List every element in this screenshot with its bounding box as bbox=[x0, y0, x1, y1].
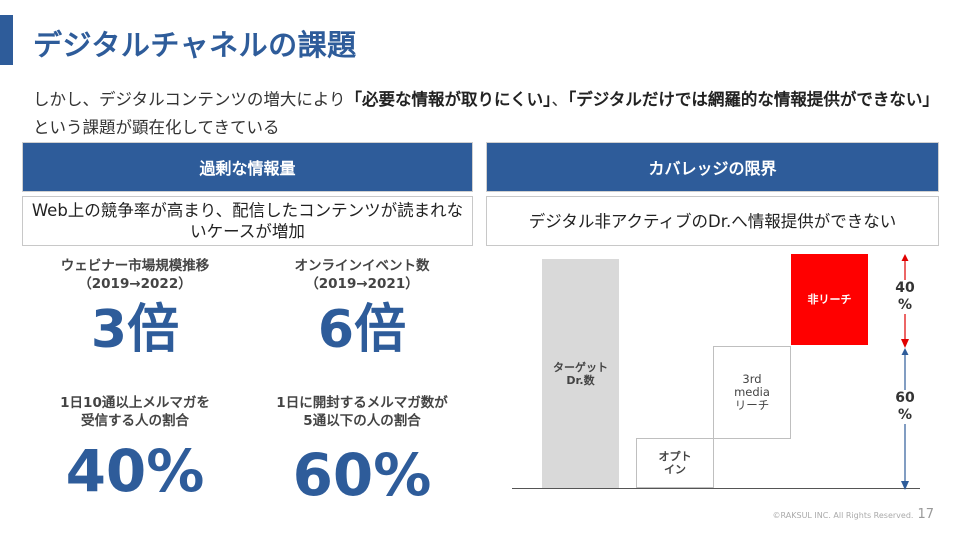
stat-label: （2019→2022） bbox=[78, 276, 192, 292]
coverage-waterfall-chart: ターゲット Dr.数 オプト イン 3rd media リーチ 非リーチ 40% 60% bbox=[500, 250, 950, 500]
chart-baseline bbox=[512, 488, 920, 489]
stat-online-events: オンラインイベント数 （2019→2021） 6倍 bbox=[267, 257, 457, 365]
stat-label: ウェビナー市場規模推移 bbox=[60, 258, 210, 274]
stat-value: 40% bbox=[65, 437, 205, 505]
panel-heading-information-overload: 過剰な情報量 bbox=[22, 142, 473, 192]
panel-heading-coverage-limit: カバレッジの限界 bbox=[486, 142, 939, 192]
bar-opt-in: オプト イン bbox=[636, 438, 714, 488]
panel-body-information-overload: Web上の競争率が高まり、配信したコンテンツが読まれないケースが増加 bbox=[22, 196, 473, 246]
slide-footer: ©RAKSUL INC. All Rights Reserved. 17 bbox=[773, 507, 934, 522]
stat-label: 5通以下の人の割合 bbox=[303, 413, 421, 429]
non-reach-percentage: 40% bbox=[890, 280, 920, 314]
stat-value: 3倍 bbox=[90, 300, 180, 360]
stat-value: 60% bbox=[292, 441, 432, 509]
panel-body-coverage-limit: デジタル非アクティブのDr.へ情報提供ができない bbox=[486, 196, 939, 246]
bar-target-doctors: ターゲット Dr.数 bbox=[542, 259, 619, 488]
lead-emphasis-2: 「デジタルだけでは網羅的な情報提供ができない」 bbox=[567, 90, 939, 109]
bar-label: ターゲット Dr.数 bbox=[553, 360, 608, 387]
title-accent-bar bbox=[0, 15, 13, 65]
stat-webinar-market: ウェビナー市場規模推移 （2019→2022） 3倍 bbox=[40, 257, 230, 365]
page-number: 17 bbox=[917, 507, 934, 522]
bar-label: オプト イン bbox=[658, 450, 692, 476]
stat-value: 6倍 bbox=[317, 300, 407, 360]
stat-label: 1日10通以上メルマガを bbox=[60, 395, 210, 411]
lead-paragraph: しかし、デジタルコンテンツの増大により「必要な情報が取りにくい」、「デジタルだけ… bbox=[33, 86, 943, 142]
bar-label: 3rd media リーチ bbox=[734, 372, 770, 412]
stat-label: 1日に開封するメルマガ数が bbox=[276, 395, 448, 411]
stat-newsletter-received: 1日10通以上メルマガを 受信する人の割合 40% bbox=[30, 394, 240, 508]
reach-percentage: 60% bbox=[890, 390, 920, 424]
bar-3rd-media-reach: 3rd media リーチ bbox=[713, 346, 791, 439]
lead-text-3: という課題が顕在化してきている bbox=[33, 118, 280, 137]
stat-label: 受信する人の割合 bbox=[81, 413, 189, 429]
lead-emphasis-1: 「必要な情報が取りにくい」 bbox=[345, 90, 552, 109]
lead-text-1: しかし、デジタルコンテンツの増大により bbox=[33, 90, 346, 109]
page-title: デジタルチャネルの課題 bbox=[33, 28, 357, 62]
bar-non-reach: 非リーチ bbox=[791, 254, 868, 345]
bar-label: 非リーチ bbox=[807, 293, 852, 306]
stat-label: （2019→2021） bbox=[305, 276, 419, 292]
stat-newsletter-opened: 1日に開封するメルマガ数が 5通以下の人の割合 60% bbox=[257, 394, 467, 512]
copyright-text: ©RAKSUL INC. All Rights Reserved. bbox=[772, 511, 914, 520]
lead-text-2: 、 bbox=[551, 90, 568, 109]
stat-label: オンラインイベント数 bbox=[294, 258, 430, 274]
